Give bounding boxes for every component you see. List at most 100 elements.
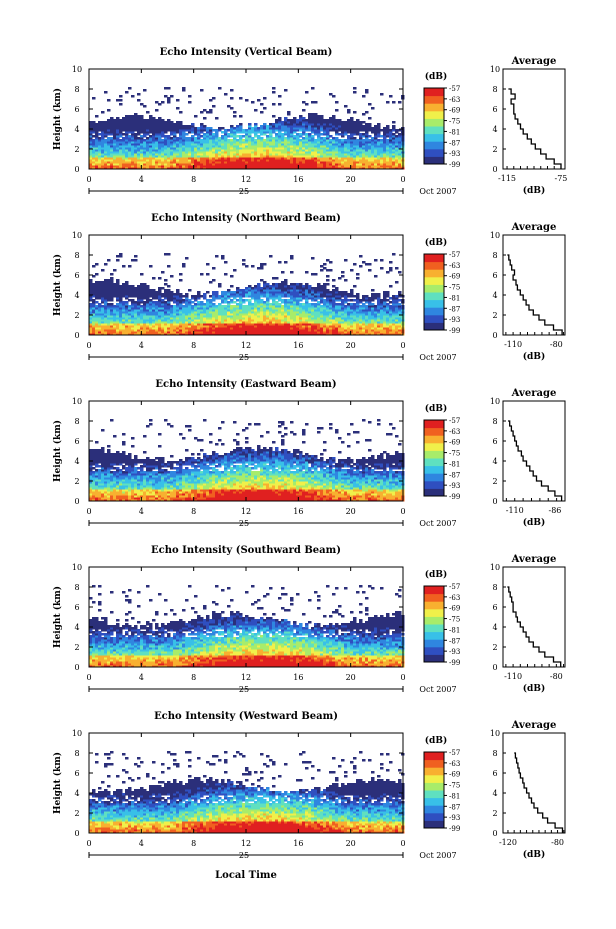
heatmap-cell (161, 149, 165, 152)
heatmap-cell (341, 133, 345, 136)
heatmap-cell (236, 143, 240, 146)
heatmap-cell (272, 147, 276, 150)
heatmap-cell (209, 109, 213, 112)
heatmap-cell (122, 141, 126, 144)
heatmap-cell (116, 303, 120, 306)
heatmap-cell (185, 149, 189, 152)
heatmap-cell (344, 291, 348, 294)
heatmap-cell (233, 135, 237, 138)
heatmap-cell (359, 127, 363, 130)
heatmap-cell (95, 115, 99, 118)
heatmap-cell (191, 135, 195, 138)
heatmap-cell (269, 141, 273, 144)
heatmap-cell (116, 279, 120, 282)
heatmap-cell (155, 159, 159, 162)
heatmap-cell (200, 301, 204, 304)
heatmap-cell (140, 155, 144, 158)
heatmap-cell (194, 141, 198, 144)
heatmap-cell (167, 129, 171, 132)
heatmap-cell (320, 159, 324, 162)
heatmap-cell (191, 149, 195, 152)
heatmap-cell (248, 135, 252, 138)
heatmap-cell (206, 159, 210, 162)
heatmap-cell (107, 121, 111, 124)
heatmap-cell (101, 305, 105, 308)
heatmap-cell (206, 137, 210, 140)
heatmap-cell (161, 161, 165, 164)
heatmap-cell (185, 129, 189, 132)
heatmap-cell (194, 303, 198, 306)
heatmap-cell (251, 287, 255, 290)
heatmap-cell (323, 161, 327, 164)
heatmap-cell (194, 153, 198, 156)
heatmap-cell (365, 155, 369, 158)
heatmap-cell (344, 139, 348, 142)
heatmap-cell (248, 165, 252, 168)
heatmap-cell (248, 149, 252, 152)
heatmap-cell (104, 127, 108, 130)
heatmap-cell (200, 161, 204, 164)
heatmap-cell (176, 155, 180, 158)
heatmap-cell (251, 161, 255, 164)
heatmap-cell (242, 151, 246, 154)
heatmap-cell (119, 153, 123, 156)
heatmap-cell (344, 149, 348, 152)
heatmap-cell (293, 149, 297, 152)
heatmap-cell (155, 291, 159, 294)
heatmap-cell (158, 117, 162, 120)
heatmap-cell (239, 149, 243, 152)
heatmap-cell (131, 115, 135, 118)
heatmap-cell (263, 157, 267, 160)
heatmap-cell (230, 145, 234, 148)
heatmap-cell (386, 299, 390, 302)
heatmap-cell (269, 145, 273, 148)
heatmap-cell (221, 291, 225, 294)
heatmap-cell (152, 133, 156, 136)
heatmap-cell (347, 129, 351, 132)
heatmap-cell (164, 125, 168, 128)
heatmap-cell (254, 141, 258, 144)
heatmap-cell (278, 95, 282, 98)
heatmap-cell (317, 133, 321, 136)
heatmap-cell (257, 151, 261, 154)
heatmap-cell (89, 129, 93, 132)
heatmap-cell (347, 161, 351, 164)
heatmap-cell (260, 143, 264, 146)
heatmap-cell (347, 123, 351, 126)
heatmap-cell (92, 159, 96, 162)
heatmap-cell (146, 165, 150, 168)
heatmap-cell (200, 139, 204, 142)
heatmap-cell (314, 159, 318, 162)
heatmap-cell (203, 145, 207, 148)
heatmap-cell (278, 283, 282, 286)
heatmap-cell (329, 127, 333, 130)
heatmap-cell (89, 137, 93, 140)
heatmap-cell (179, 165, 183, 168)
heatmap-cell (116, 159, 120, 162)
heatmap-cell (152, 161, 156, 164)
heatmap-cell (374, 275, 378, 278)
heatmap-cell (110, 123, 114, 126)
heatmap-cell (137, 163, 141, 166)
heatmap-cell (146, 133, 150, 136)
heatmap-cell (161, 145, 165, 148)
heatmap-cell (101, 143, 105, 146)
heatmap-cell (263, 133, 267, 136)
heatmap-cell (248, 157, 252, 160)
heatmap-cell (182, 305, 186, 308)
heatmap-cell (290, 145, 294, 148)
heatmap-cell (320, 115, 324, 118)
heatmap-cell (275, 129, 279, 132)
x-tick-label: 4 (139, 175, 144, 184)
heatmap-cell (176, 161, 180, 164)
heatmap-cell (140, 141, 144, 144)
heatmap-cell (92, 147, 96, 150)
heatmap-cell (215, 141, 219, 144)
heatmap-cell (350, 299, 354, 302)
heatmap-cell (176, 127, 180, 130)
heatmap-cell (131, 131, 135, 134)
heatmap-cell (299, 167, 303, 170)
colorbar-segment (424, 141, 444, 150)
heatmap-cell (134, 163, 138, 166)
heatmap-cell (134, 255, 138, 258)
